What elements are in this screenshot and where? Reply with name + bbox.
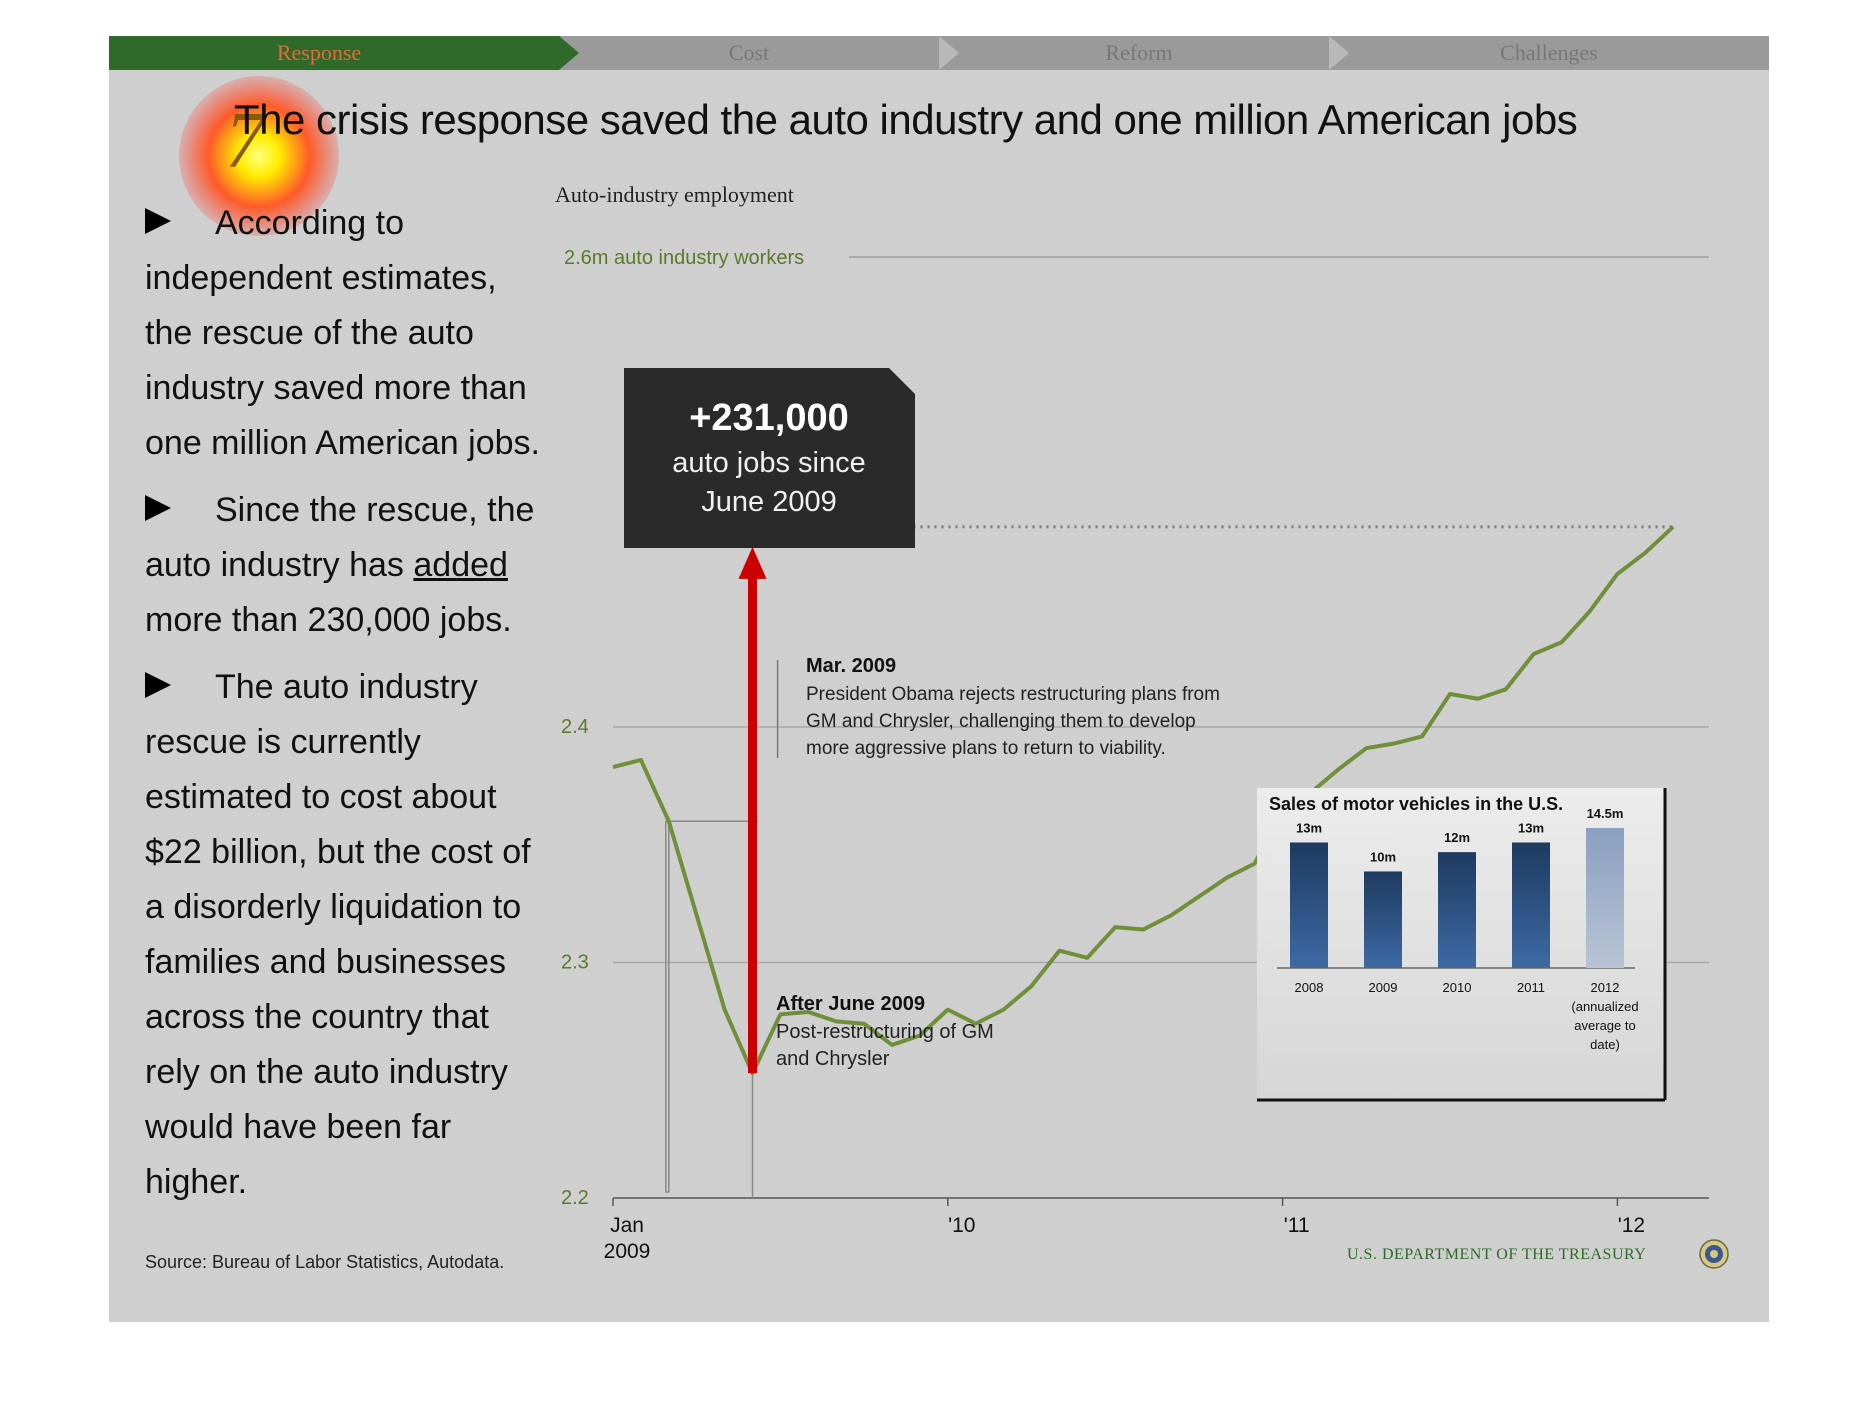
- section-nav: Response Cost Reform Challenges: [109, 36, 1769, 70]
- bullet-text: According to independent estimates, the …: [145, 204, 540, 462]
- bullet-text: Since the rescue, the auto industry has: [145, 491, 535, 584]
- nav-tab-reform[interactable]: Reform: [1105, 40, 1173, 65]
- inset-category-label: 2009: [1369, 980, 1398, 995]
- bullet-text: more than 230,000 jobs.: [145, 601, 512, 639]
- nav-tab-response[interactable]: Response: [276, 40, 362, 65]
- annotation-title: Mar. 2009: [806, 655, 896, 677]
- bullet-list: According to independent estimates, the …: [145, 196, 545, 1222]
- mar-2009-leader-line: [665, 820, 759, 1193]
- callout-value: +231,000: [689, 397, 849, 439]
- inset-category-label: average to: [1574, 1018, 1635, 1033]
- bullet-item: The auto industry rescue is currently es…: [145, 660, 545, 1210]
- inset-category-label: (annualized: [1571, 999, 1638, 1014]
- nav-chevron: [1329, 36, 1349, 70]
- inset-category-label: 2011: [1517, 980, 1545, 995]
- inset-bar: [1364, 871, 1402, 968]
- annotation-title: After June 2009: [776, 993, 925, 1015]
- inset-bar: [1512, 842, 1550, 968]
- nav-tab-cost[interactable]: Cost: [728, 40, 770, 65]
- inset-data-label: 14.5m: [1587, 806, 1624, 821]
- annotation-text: President Obama rejects restructuring pl…: [806, 684, 1220, 705]
- bullet-item: Since the rescue, the auto industry has …: [145, 483, 545, 648]
- treasury-seal-icon: [1699, 1239, 1729, 1269]
- nav-chevron: [939, 36, 959, 70]
- inset-data-label: 13m: [1296, 820, 1322, 835]
- bullet-item: According to independent estimates, the …: [145, 196, 545, 471]
- inset-bar: [1586, 828, 1624, 968]
- slide-number-glow: [179, 76, 339, 236]
- inset-chart-title: Sales of motor vehicles in the U.S.: [1269, 794, 1563, 814]
- annotation-text: more aggressive plans to return to viabi…: [806, 738, 1166, 759]
- nav-active-background: [109, 36, 559, 70]
- callout-box: [624, 368, 915, 548]
- slide: Response Cost Reform Challenges 7 The cr…: [109, 36, 1769, 1322]
- x-tick-label: '12: [1618, 1214, 1645, 1237]
- y-tick-label: 2.3: [561, 952, 589, 974]
- page-title: The crisis response saved the auto indus…: [234, 96, 1578, 143]
- x-tick-label: 2009: [604, 1240, 651, 1263]
- y-tick-label: 2.4: [561, 716, 589, 738]
- inset-category-label: date): [1590, 1037, 1620, 1052]
- line-chart-title: Auto-industry employment: [555, 182, 794, 207]
- top-reference-label: 2.6m auto industry workers: [564, 247, 804, 269]
- slide-number: 7: [225, 97, 265, 185]
- bullet-triangle-icon: [145, 495, 171, 522]
- inset-data-label: 12m: [1444, 830, 1470, 845]
- inset-category-label: 2012: [1591, 980, 1620, 995]
- inset-bar: [1290, 842, 1328, 968]
- annotation-text: and Chrysler: [776, 1048, 890, 1070]
- inset-data-label: 10m: [1370, 849, 1396, 864]
- inset-category-label: 2010: [1443, 980, 1472, 995]
- annotation-text: Post-restructuring of GM: [776, 1021, 994, 1043]
- inset-data-label: 13m: [1518, 820, 1544, 835]
- chart-area: Auto-industry employment 2.6m auto indust…: [555, 182, 1709, 1263]
- annotation-text: GM and Chrysler, challenging them to dev…: [806, 711, 1196, 732]
- callout-text: auto jobs since: [672, 447, 865, 479]
- bullet-triangle-icon: [145, 672, 171, 699]
- callout-text: June 2009: [701, 486, 836, 518]
- inset-category-label: 2008: [1295, 980, 1324, 995]
- nav-tab-challenges[interactable]: Challenges: [1500, 40, 1598, 65]
- bullet-text-underlined: added: [413, 546, 508, 584]
- inset-bar: [1438, 852, 1476, 968]
- gain-arrow-head: [738, 546, 767, 579]
- x-tick-label: '10: [948, 1214, 975, 1237]
- y-tick-label: 2.2: [561, 1187, 589, 1209]
- employment-series-line: [612, 525, 1675, 1076]
- x-tick-label: Jan: [610, 1214, 644, 1237]
- x-tick-label: '11: [1284, 1214, 1310, 1237]
- source-note: Source: Bureau of Labor Statistics, Auto…: [145, 1252, 505, 1272]
- bullet-text: The auto industry rescue is currently es…: [145, 668, 531, 1201]
- nav-chevron: [559, 36, 579, 70]
- treasury-label: U.S. DEPARTMENT OF THE TREASURY: [1347, 1246, 1647, 1263]
- bullet-triangle-icon: [145, 208, 171, 235]
